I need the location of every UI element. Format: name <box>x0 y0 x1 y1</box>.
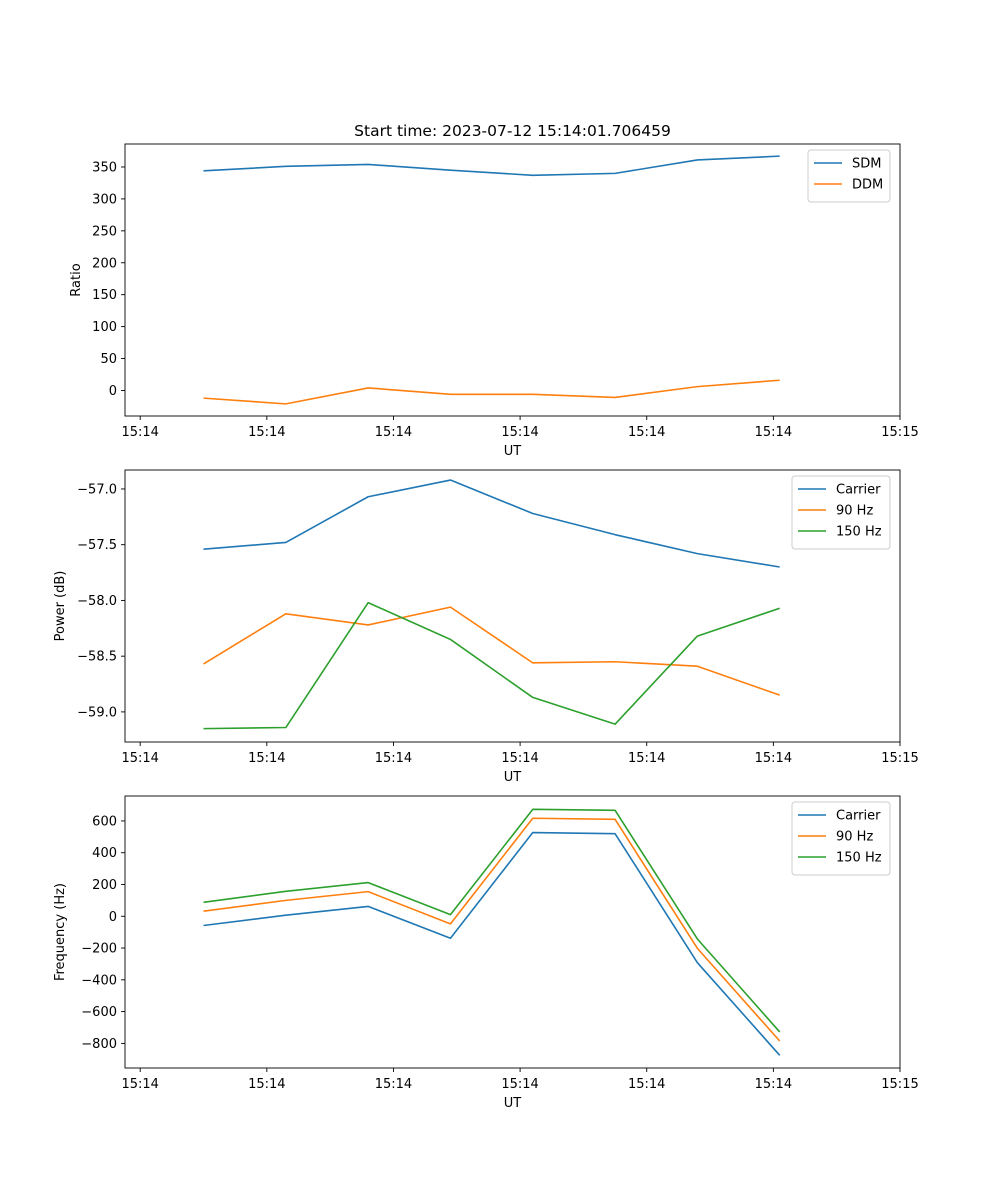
y-tick-label: 200 <box>92 256 117 271</box>
x-tick-label: 15:14 <box>628 425 665 440</box>
legend-label: 150 Hz <box>836 851 882 866</box>
series-line-sdm <box>203 155 780 177</box>
y-tick-label: 100 <box>92 320 117 335</box>
y-tick-label: 250 <box>92 224 117 239</box>
series-line-carrier <box>203 831 781 1056</box>
x-tick-label: 15:14 <box>248 425 285 440</box>
legend: SDM DDM <box>807 149 891 203</box>
x-tick-label: 15:14 <box>755 751 792 766</box>
x-axis-label: UT <box>504 1096 522 1111</box>
x-tick-label: 15:14 <box>375 425 412 440</box>
x-tick-label: 15:14 <box>375 1077 412 1092</box>
series-line-90-hz <box>203 606 780 696</box>
y-axis-label: Frequency (Hz) <box>53 883 68 981</box>
y-tick-label: 600 <box>92 814 117 829</box>
x-tick-label: 15:14 <box>121 1077 158 1092</box>
x-axis-label: UT <box>504 444 522 459</box>
x-axis-label: UT <box>504 770 522 785</box>
y-tick-label: 50 <box>100 352 117 367</box>
y-tick-label: −59.0 <box>77 705 117 720</box>
y-tick-label: 200 <box>92 878 117 893</box>
axes-frame <box>124 795 901 1069</box>
y-tick-label: 150 <box>92 288 117 303</box>
x-tick-label: 15:14 <box>628 751 665 766</box>
y-tick-label: 0 <box>109 910 117 925</box>
y-axis-label: Ratio <box>69 263 84 296</box>
series-line-150-hz <box>203 601 780 730</box>
x-tick-label: 15:14 <box>121 751 158 766</box>
x-tick-label: 15:14 <box>121 425 158 440</box>
x-tick-label: 15:14 <box>755 1077 792 1092</box>
y-tick-label: −58.0 <box>77 594 117 609</box>
x-tick-label: 15:14 <box>375 751 412 766</box>
legend-label: Carrier <box>836 809 881 824</box>
x-tick-label: 15:14 <box>248 1077 285 1092</box>
legend-label: SDM <box>852 157 881 172</box>
y-tick-label: −200 <box>81 942 117 957</box>
x-tick-label: 15:14 <box>248 751 285 766</box>
y-tick-label: 400 <box>92 846 117 861</box>
y-tick-label: −57.0 <box>77 482 117 497</box>
series-line-150-hz <box>203 808 781 1033</box>
y-tick-label: 0 <box>109 384 117 399</box>
series-line-carrier <box>203 479 780 568</box>
x-tick-label: 15:14 <box>501 425 538 440</box>
legend: Carrier 90 Hz 150 Hz <box>791 475 891 550</box>
legend-label: Carrier <box>836 483 881 498</box>
y-tick-label: −58.5 <box>77 650 117 665</box>
x-tick-label: 15:14 <box>755 425 792 440</box>
y-axis-label: Power (dB) <box>53 571 68 642</box>
axes-frame <box>124 143 901 417</box>
x-tick-label: 15:14 <box>501 1077 538 1092</box>
legend-label: 90 Hz <box>836 830 873 845</box>
x-tick-label: 15:15 <box>881 425 918 440</box>
legend-label: DDM <box>852 178 883 193</box>
series-line-ddm <box>203 379 780 405</box>
axes-frame <box>124 469 901 743</box>
x-tick-label: 15:14 <box>501 751 538 766</box>
x-tick-label: 15:14 <box>628 1077 665 1092</box>
legend: Carrier 90 Hz 150 Hz <box>791 801 891 876</box>
x-tick-label: 15:15 <box>881 1077 918 1092</box>
chart-panel-1: 15:14 15:14 15:14 15:14 15:14 15:14 15:15 0 50 10… <box>69 143 919 459</box>
figure-title: Start time: 2023-07-12 15:14:01.706459 <box>354 122 671 140</box>
legend-label: 90 Hz <box>836 504 873 519</box>
chart-panel-2: 15:14 15:14 15:14 15:14 15:14 15:14 15:15 −59.0… <box>53 469 919 785</box>
panels: 15:14 15:14 15:14 15:14 15:14 15:14 15:15 0 50 10… <box>53 143 919 1111</box>
legend-label: 150 Hz <box>836 525 882 540</box>
y-tick-label: −57.5 <box>77 538 117 553</box>
y-tick-label: −600 <box>81 1005 117 1020</box>
series-line-90-hz <box>203 817 781 1042</box>
y-tick-label: −800 <box>81 1037 117 1052</box>
y-tick-label: −400 <box>81 973 117 988</box>
y-tick-label: 350 <box>92 160 117 175</box>
x-tick-label: 15:15 <box>881 751 918 766</box>
chart-panel-3: 15:14 15:14 15:14 15:14 15:14 15:14 15:15 −800 −… <box>53 795 919 1111</box>
y-tick-label: 300 <box>92 192 117 207</box>
